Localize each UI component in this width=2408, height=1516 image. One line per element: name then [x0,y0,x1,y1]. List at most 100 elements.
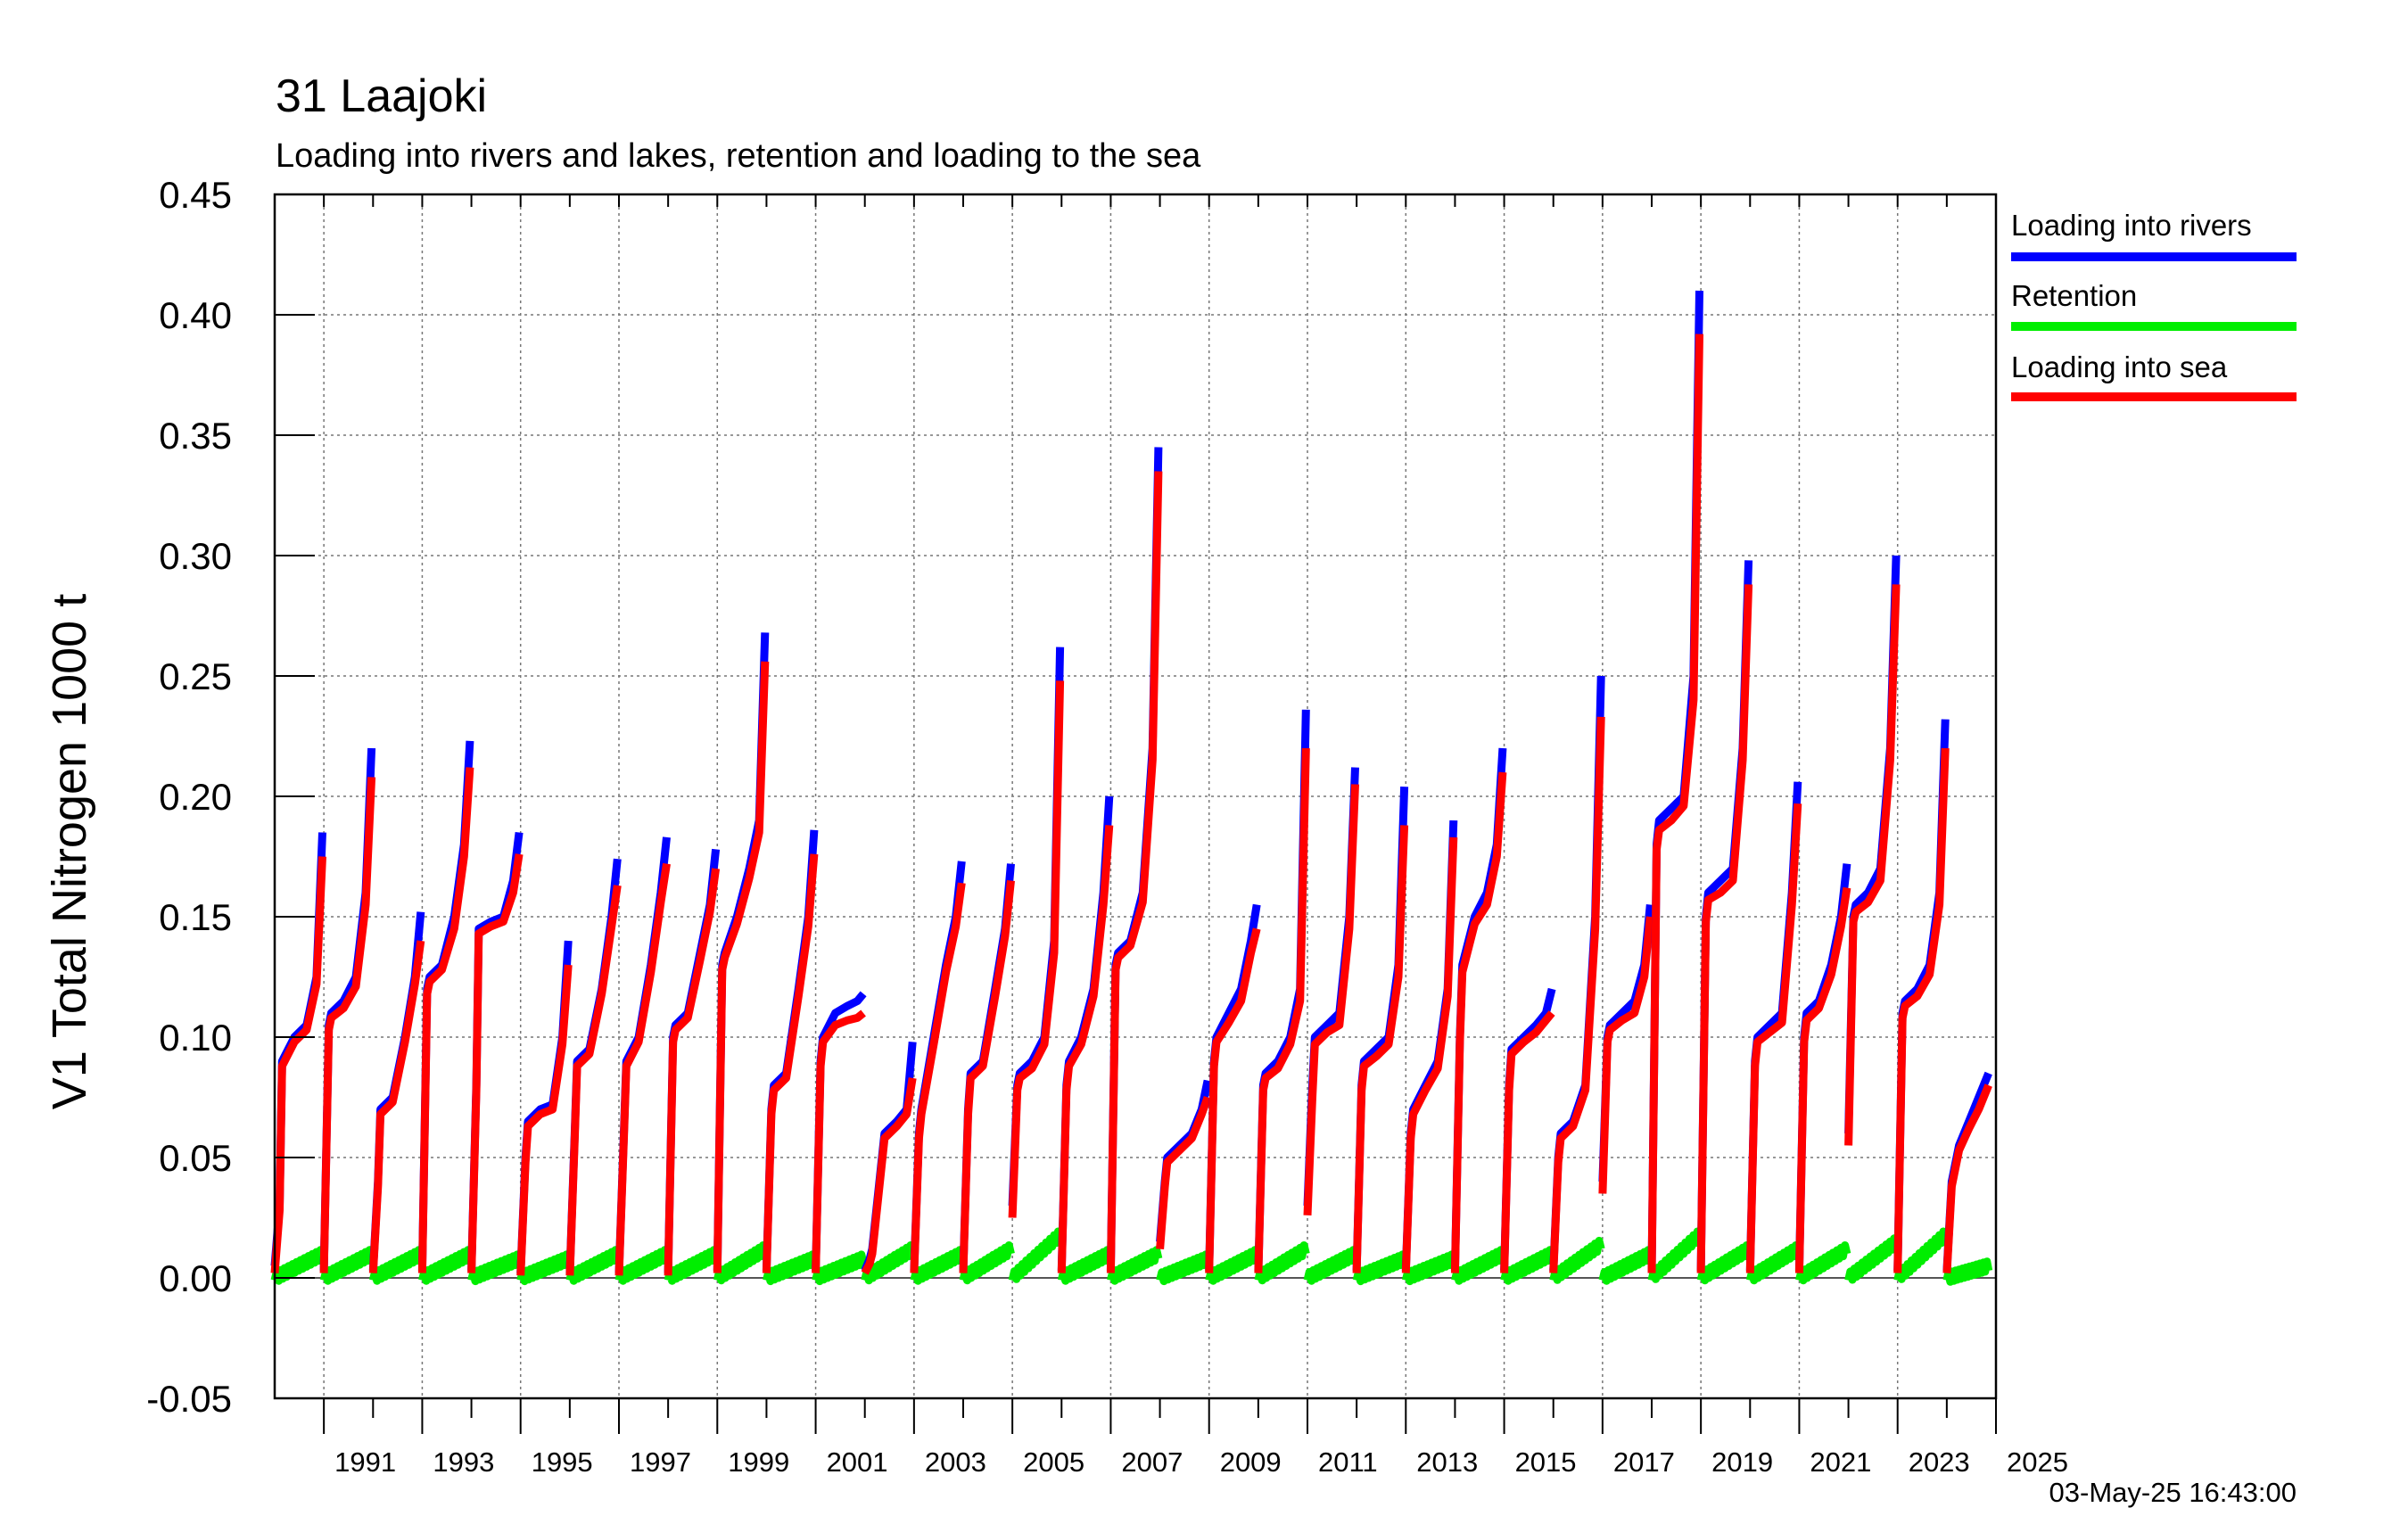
series-rivers-line [1106,447,1163,1271]
series-sea-line [1745,803,1802,1273]
y-tick-labels: 0.45 0.40 0.35 0.30 0.25 0.20 0.15 0.10 0.05 0.00… [146,174,232,1420]
series-sea-line [1352,825,1409,1273]
series-retention-line [516,1250,573,1286]
series-retention-line [270,1246,326,1285]
x-tick-label: 2003 [925,1446,986,1478]
y-tick-label: 0.15 [159,896,232,938]
legend-label-rivers: Loading into rivers [2011,209,2252,242]
series-sea-line [861,1077,917,1275]
x-tick-label: 1991 [334,1446,396,1478]
series-sea-line [614,862,671,1276]
series-layer [270,290,1993,1286]
series-retention-line [319,1246,375,1285]
series-retention-line [1107,1246,1163,1285]
series-sea-line [1106,471,1163,1273]
series-rivers-line [1647,290,1703,1271]
x-tick-label: 1999 [728,1446,789,1478]
series-sea-line [270,856,326,1273]
x-tick-label: 2009 [1220,1446,1282,1478]
series-retention-line [1401,1250,1458,1286]
series-sea-line [417,767,474,1273]
x-tick-label: 2011 [1318,1446,1378,1478]
y-tick-label: 0.10 [159,1017,232,1059]
plot-frame [273,193,1998,1434]
series-retention-line [368,1246,425,1285]
series-retention-line [1303,1246,1359,1285]
x-tick-labels: 1991 1993 1995 1997 1999 2001 2003 2005 2007 2009… [334,1446,2068,1478]
series-retention-line [763,1250,819,1286]
series-retention-line [861,1241,917,1285]
x-tick-label: 2015 [1515,1446,1577,1478]
series-retention-line [418,1246,474,1285]
y-tick-label: 0.45 [159,174,232,216]
series-sea-line [1008,680,1065,1218]
series-sea-line [1303,784,1359,1215]
series-sea-line [959,880,1015,1273]
series-retention-line [713,1241,770,1285]
series-sea-line [1057,825,1114,1273]
series-retention-line [1451,1246,1507,1285]
series-sea-line [812,1009,866,1273]
series-retention-line [1795,1241,1851,1285]
series-sea-line [565,885,622,1276]
series-rivers-line [319,747,376,1271]
y-tick-label: 0.25 [159,655,232,697]
series-retention-line [1893,1227,1950,1283]
series-retention-line [1156,1250,1212,1286]
x-tick-label: 2017 [1613,1446,1675,1478]
legend: Loading into rivers Retention Loading in… [2011,209,2297,401]
series-retention-line [812,1250,868,1286]
legend-label-retention: Retention [2011,279,2137,312]
series-retention-line [910,1246,966,1285]
series-retention-line [1254,1241,1310,1285]
series-rivers-line [516,940,573,1273]
x-tick-label: 1997 [630,1446,691,1478]
y-axis-label: V1 Total Nitrogen 1000 t [43,594,96,1109]
plot-border [273,193,1998,1400]
x-tick-label: 2019 [1711,1446,1773,1478]
legend-label-sea: Loading into sea [2011,350,2228,383]
y-tick-label: 0.40 [159,294,232,336]
series-sea-line [1254,747,1310,1273]
series-retention-line [467,1250,524,1286]
series-sea-line [1647,334,1703,1273]
series-sea-line [713,661,770,1273]
chart-title: 31 Laajoki [276,70,487,122]
x-tick-label: 1993 [433,1446,494,1478]
y-tick-label: 0.35 [159,415,232,457]
series-sea-line [1942,1083,1992,1273]
series-sea-line [516,964,573,1276]
series-retention-line [1057,1246,1114,1285]
series-retention-line [1598,1246,1654,1285]
series-retention-line [565,1246,622,1285]
chart-subtitle: Loading into rivers and lakes, retention… [276,137,1201,175]
series-retention-line [959,1241,1015,1285]
series-sea-line [1205,927,1261,1273]
series-sea-line [1893,747,1950,1273]
series-sea-line [1500,1010,1555,1273]
x-tick-label: 2025 [2007,1446,2068,1478]
series-sea-line [1401,836,1458,1273]
series-retention-line [1008,1227,1064,1283]
series-retention-line [1844,1234,1901,1284]
series-sea-line [910,882,966,1273]
series-retention-line [664,1246,720,1285]
series-sea-line [467,853,524,1273]
series-sea-line [1794,886,1851,1273]
series-rivers-line [1303,767,1359,1207]
series-retention-line [1500,1246,1556,1285]
series-sea-line [1450,771,1507,1273]
series-retention-line [1745,1241,1802,1285]
series-sea-line [368,940,425,1273]
series-retention-line [1549,1236,1605,1284]
y-tick-label: 0.00 [159,1257,232,1299]
series-sea-line [1696,584,1753,1273]
series-retention-line [1647,1227,1703,1283]
x-tick-label: 2013 [1416,1446,1478,1478]
x-tick-label: 2005 [1023,1446,1084,1478]
series-retention-line [1696,1241,1752,1285]
x-tick-label: 2007 [1121,1446,1183,1478]
series-sea-line [1156,1095,1212,1249]
timestamp: 03-May-25 16:43:00 [2049,1477,2297,1508]
